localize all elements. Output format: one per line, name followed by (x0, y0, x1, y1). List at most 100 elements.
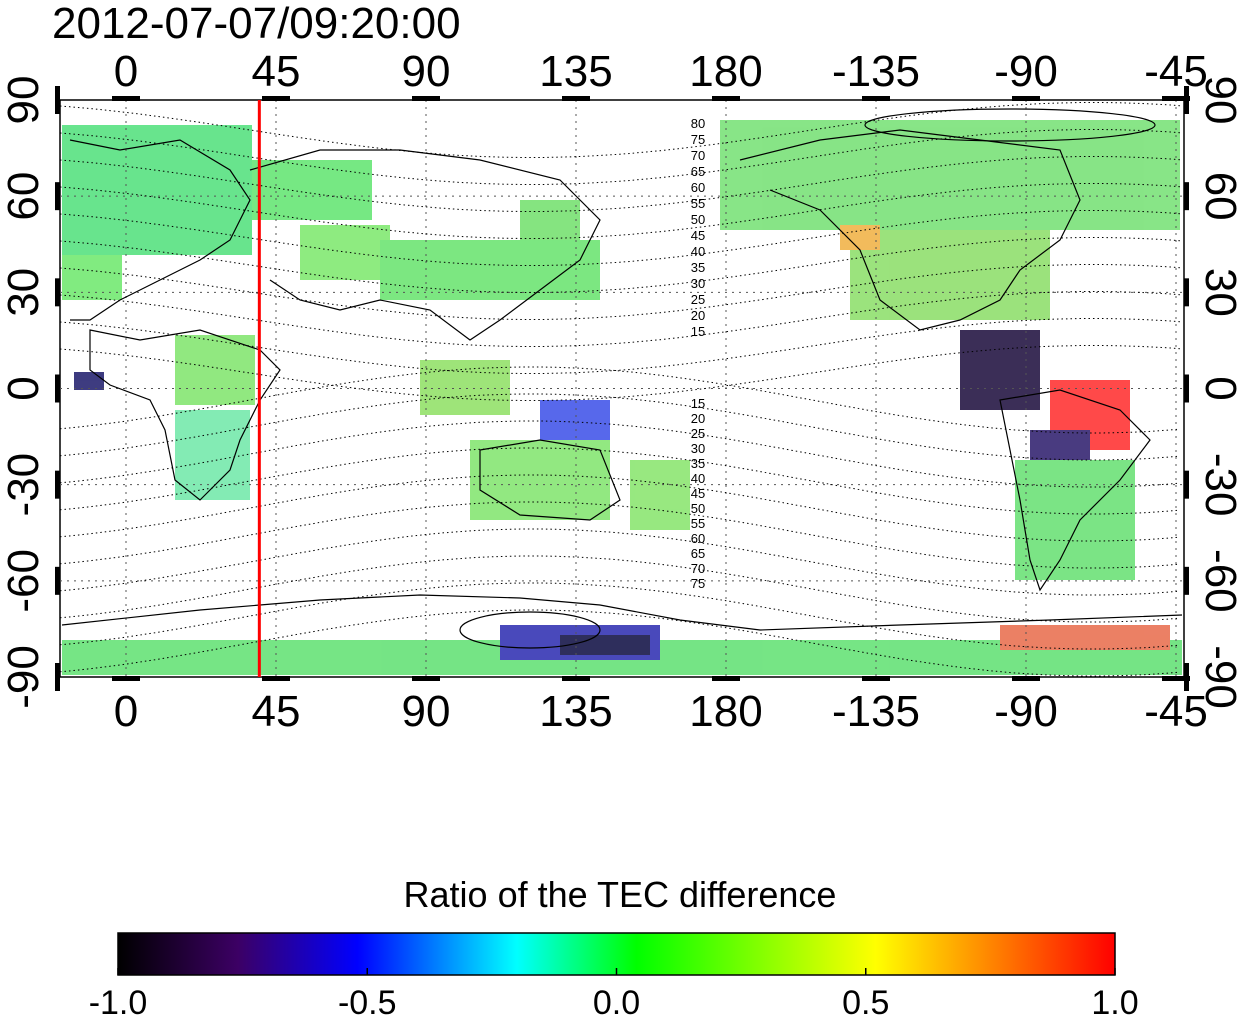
colorbar-tick-label: -0.5 (338, 984, 397, 1022)
tec-patch-asia (380, 240, 600, 300)
top-axis-label: 45 (252, 47, 301, 96)
colorbar-tick-label: 0.0 (593, 984, 640, 1022)
contour-line (60, 156, 1181, 212)
bottom-axis-label: 180 (689, 687, 762, 736)
coastline-antarctica (61, 594, 1183, 631)
contour-label: 15 (691, 396, 705, 411)
contour-line (60, 210, 1181, 266)
bottom-axis-label: -45 (1144, 687, 1208, 736)
tec-patch-central-america (960, 330, 1040, 410)
right-axis-label: 60 (1196, 172, 1240, 221)
map-axes: 0045459090135135180180-135-135-90-90-45-… (0, 47, 1240, 736)
top-axis-label: 90 (402, 47, 451, 96)
top-tick (862, 96, 890, 101)
top-tick (112, 96, 140, 101)
tec-patch-africa-south (175, 410, 250, 500)
bottom-tick (862, 676, 890, 681)
bottom-axis-label: -135 (832, 687, 920, 736)
tec-patch-africa-north (175, 335, 255, 405)
left-tick (55, 566, 60, 595)
contour-label: 55 (691, 516, 705, 531)
contour-line (60, 183, 1181, 239)
colorbar-tick-label: 0.5 (842, 984, 889, 1022)
contour-label: 50 (691, 212, 705, 227)
left-axis-label: 0 (0, 376, 48, 400)
coastline-australia (479, 439, 621, 521)
coastline-south-america (999, 389, 1151, 592)
bottom-tick (412, 676, 440, 681)
bottom-axis-label: 135 (539, 687, 612, 736)
right-axis-label: 30 (1196, 268, 1240, 317)
contour-label: 25 (691, 426, 705, 441)
coastline-europe (69, 139, 251, 321)
contour-label: 70 (691, 148, 705, 163)
top-axis-label: -135 (832, 47, 920, 96)
contour-label: 75 (691, 132, 705, 147)
tec-patch-west-africa (74, 372, 104, 390)
contour-label: 45 (691, 486, 705, 501)
contour-label: 25 (691, 292, 705, 307)
right-axis-label: -60 (1196, 549, 1240, 613)
top-tick (712, 96, 740, 101)
bottom-tick (112, 676, 140, 681)
contour-label: 40 (691, 471, 705, 486)
left-axis-label: -30 (0, 453, 48, 517)
bottom-tick (262, 676, 290, 681)
contour-label: 15 (691, 324, 705, 339)
contour-label-group: 8075706560555045403530252015152025303540… (691, 116, 705, 591)
left-tick (55, 86, 60, 114)
contour-label: 60 (691, 531, 705, 546)
right-tick (1184, 86, 1189, 114)
right-axis-label: 0 (1196, 376, 1240, 400)
colorbar-ticks: -1.0 -0.5 0.0 0.5 1.0 (89, 968, 1139, 1022)
top-tick (562, 96, 590, 101)
tec-patch-antarctic-red (1000, 625, 1170, 650)
magnetic-latitude-contours (60, 102, 1181, 677)
tec-patch-south-america (1015, 460, 1135, 580)
left-axis-label: 60 (0, 172, 48, 221)
contour-line (60, 102, 1181, 158)
tec-patch-japan (520, 200, 580, 240)
left-tick (55, 278, 60, 307)
right-tick (1184, 182, 1189, 211)
right-axis-label: -30 (1196, 453, 1240, 517)
top-axis-label: 180 (689, 47, 762, 96)
right-tick (1184, 470, 1189, 499)
bottom-tick (1162, 676, 1190, 681)
coastline-north-america (739, 129, 1081, 331)
bottom-axis-label: 90 (402, 687, 451, 736)
top-tick (1012, 96, 1040, 101)
contour-line (60, 237, 1181, 293)
contour-label: 55 (691, 196, 705, 211)
contour-label: 75 (691, 576, 705, 591)
right-tick (1184, 566, 1189, 595)
contour-line (60, 129, 1181, 185)
tec-patch-russia-south (300, 225, 390, 280)
colorbar-tick-label: 1.0 (1091, 984, 1138, 1022)
left-axis-label: 30 (0, 268, 48, 317)
tec-patch-indonesia (420, 360, 510, 415)
right-tick (1184, 278, 1189, 307)
contour-label: 30 (691, 441, 705, 456)
top-axis-label: 0 (114, 47, 138, 96)
tec-patch-iberia (62, 255, 122, 300)
left-tick (55, 470, 60, 499)
left-tick (55, 374, 60, 403)
tec-patch-russia-west (252, 160, 372, 220)
contour-label: 35 (691, 260, 705, 275)
contour-label: 40 (691, 244, 705, 259)
contour-closed-north (864, 108, 1156, 142)
contour-label: 35 (691, 456, 705, 471)
contour-line (60, 345, 1181, 401)
left-axis-label: 90 (0, 76, 48, 125)
contour-line (60, 318, 1181, 374)
contour-closed-south (459, 611, 601, 649)
right-axis-label: 90 (1196, 76, 1240, 125)
tec-patch-europe (62, 125, 252, 255)
tec-patch-antarctic-dark (560, 635, 650, 655)
right-tick (1184, 663, 1189, 691)
bottom-axis-label: -90 (994, 687, 1058, 736)
contour-label: 20 (691, 411, 705, 426)
top-tick (262, 96, 290, 101)
